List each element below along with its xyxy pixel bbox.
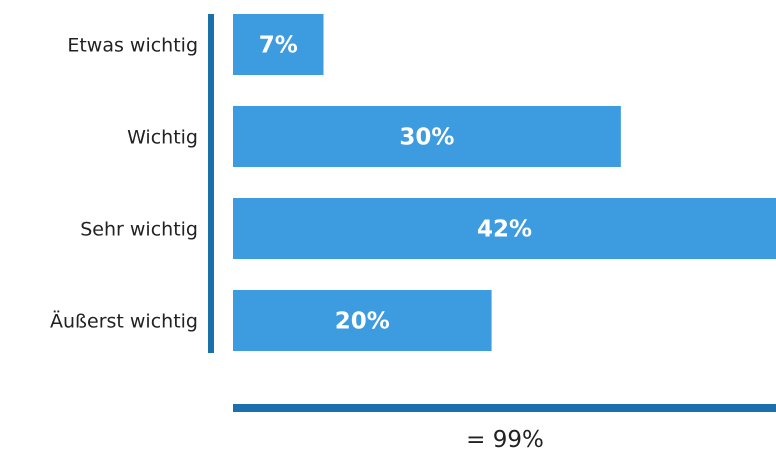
bars-group [233,14,776,351]
category-label: Sehr wichtig [80,219,198,241]
bar-2 [233,106,621,167]
y-axis-line [208,14,214,353]
value-labels-group: 7% 30% 42% 20% [259,33,532,335]
bar-1 [233,14,324,75]
category-label: Wichtig [127,127,198,149]
total-line [233,404,776,412]
bar-4 [233,290,492,351]
value-label: 42% [477,217,532,243]
value-label: 30% [399,125,454,151]
category-label: Etwas wichtig [67,35,198,57]
value-label: 20% [335,309,390,335]
category-label: Äußerst wichtig [50,310,198,333]
category-labels-group: Etwas wichtig Wichtig Sehr wichtig Äußerst … [50,35,198,333]
value-label: 7% [259,33,298,59]
total-label: = 99% [466,427,544,453]
bar-3 [233,198,776,259]
